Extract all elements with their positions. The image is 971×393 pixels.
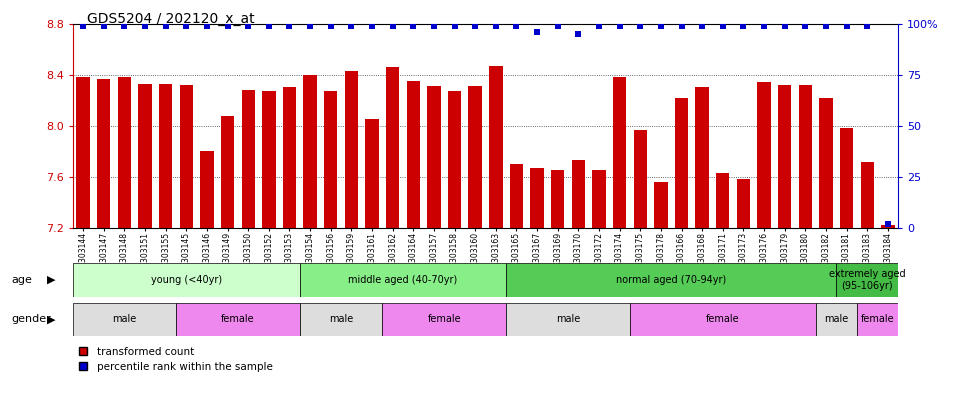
Text: extremely aged
(95-106yr): extremely aged (95-106yr) <box>829 269 906 291</box>
Bar <box>489 66 503 228</box>
Bar <box>365 119 379 228</box>
Text: female: female <box>706 314 740 324</box>
Text: female: female <box>221 314 254 324</box>
Legend: transformed count, percentile rank within the sample: transformed count, percentile rank withi… <box>78 346 273 372</box>
Text: age: age <box>12 275 32 285</box>
Bar <box>138 84 151 228</box>
Bar <box>345 71 358 228</box>
Bar <box>757 83 771 228</box>
Bar <box>654 182 668 228</box>
Bar <box>820 98 833 228</box>
Bar <box>117 77 131 228</box>
Bar <box>283 88 296 228</box>
Bar <box>383 303 506 336</box>
Bar <box>73 263 300 297</box>
Bar <box>613 77 626 228</box>
Bar <box>242 90 255 228</box>
Bar <box>324 91 338 228</box>
Bar <box>881 226 894 228</box>
Bar <box>633 130 647 228</box>
Text: male: male <box>556 314 580 324</box>
Text: male: male <box>113 314 137 324</box>
Text: ▶: ▶ <box>47 314 55 324</box>
Bar <box>860 162 874 228</box>
Text: GDS5204 / 202120_x_at: GDS5204 / 202120_x_at <box>87 12 255 26</box>
Bar <box>468 86 482 228</box>
Text: young (<40yr): young (<40yr) <box>151 275 221 285</box>
Bar <box>97 79 111 228</box>
Bar <box>506 263 836 297</box>
Bar <box>695 88 709 228</box>
Text: female: female <box>427 314 461 324</box>
Bar <box>200 151 214 228</box>
Bar <box>737 180 751 228</box>
Bar <box>551 171 564 228</box>
Bar <box>778 85 791 228</box>
Text: ▶: ▶ <box>47 275 55 285</box>
Bar <box>816 303 857 336</box>
Bar <box>262 91 276 228</box>
Bar <box>840 129 854 228</box>
Bar <box>180 85 193 228</box>
Bar <box>300 263 506 297</box>
Text: middle aged (40-70yr): middle aged (40-70yr) <box>349 275 457 285</box>
Bar <box>716 173 729 228</box>
Bar <box>630 303 816 336</box>
Bar <box>385 67 399 228</box>
Bar <box>592 171 606 228</box>
Bar <box>176 303 300 336</box>
Text: male: male <box>824 314 849 324</box>
Text: male: male <box>329 314 353 324</box>
Bar <box>300 303 383 336</box>
Bar <box>427 86 441 228</box>
Bar <box>675 98 688 228</box>
Bar <box>303 75 317 228</box>
Text: normal aged (70-94yr): normal aged (70-94yr) <box>616 275 726 285</box>
Bar <box>510 164 523 228</box>
Bar <box>159 84 173 228</box>
Bar <box>77 77 90 228</box>
Bar <box>220 116 234 228</box>
Bar <box>506 303 630 336</box>
Bar <box>530 168 544 228</box>
Bar <box>798 85 812 228</box>
Bar <box>73 303 176 336</box>
Bar <box>572 160 586 228</box>
Bar <box>836 263 898 297</box>
Bar <box>857 303 898 336</box>
Text: female: female <box>860 314 894 324</box>
Bar <box>407 81 420 228</box>
Text: gender: gender <box>12 314 51 324</box>
Bar <box>448 91 461 228</box>
